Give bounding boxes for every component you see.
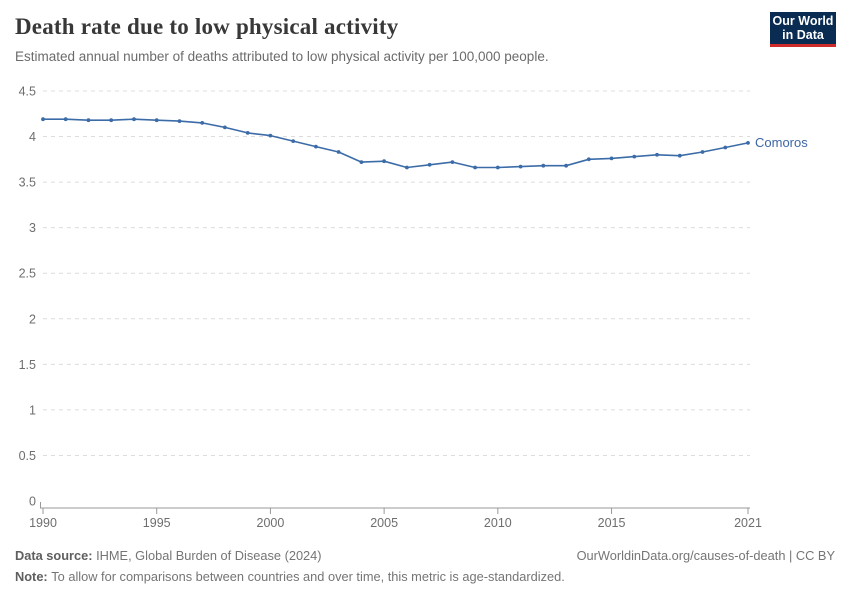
y-tick-label-3.5: 3.5 <box>19 176 36 190</box>
data-point-2012 <box>541 163 546 168</box>
data-point-2014 <box>586 157 591 162</box>
x-tick-label-2021: 2021 <box>734 516 762 530</box>
owid-logo[interactable]: Our World in Data <box>770 12 836 47</box>
data-point-1997 <box>200 121 205 125</box>
y-tick-label-4: 4 <box>29 130 36 144</box>
y-tick-label-0.5: 0.5 <box>19 449 36 463</box>
chart-footer: Data source: IHME, Global Burden of Dise… <box>15 545 835 587</box>
data-point-2003 <box>336 150 341 154</box>
data-point-1992 <box>86 118 91 123</box>
x-tick-label-1995: 1995 <box>143 516 171 530</box>
chart-canvas[interactable]: 0 0.5 1 1.5 2 2.5 3 3.5 4 4.5 1990 1995 2000 2005 2010… <box>0 85 850 540</box>
data-point-2016 <box>632 154 637 159</box>
series-line-comoros[interactable] <box>43 118 749 169</box>
data-point-2019 <box>700 150 705 154</box>
data-point-2010 <box>495 165 500 170</box>
note-line: Note: To allow for comparisons between c… <box>15 566 835 587</box>
x-tick-label-1990: 1990 <box>29 516 57 530</box>
data-point-1996 <box>177 119 182 123</box>
data-source-label: Data source: <box>15 548 97 563</box>
data-point-2018 <box>677 153 682 158</box>
data-point-2021 <box>746 141 750 145</box>
y-tick-label-1.5: 1.5 <box>19 358 36 372</box>
y-tick-label-3: 3 <box>29 221 36 235</box>
data-point-2011 <box>518 164 523 169</box>
y-tick-label-1: 1 <box>29 403 36 417</box>
owid-logo-line2: in Data <box>782 28 824 42</box>
x-tick-label-2010: 2010 <box>484 516 512 530</box>
data-point-2002 <box>314 144 318 149</box>
note-label: Note: <box>15 569 52 584</box>
line-chart[interactable]: 0 0.5 1 1.5 2 2.5 3 3.5 4 4.5 1990 1995 2000 2005 2010… <box>0 85 850 540</box>
data-point-2006 <box>405 165 409 170</box>
data-point-2007 <box>427 162 432 167</box>
data-point-2015 <box>609 156 614 161</box>
data-point-1998 <box>223 125 227 130</box>
data-point-1999 <box>245 131 250 135</box>
data-point-2008 <box>450 160 455 164</box>
page-title: Death rate due to low physical activity <box>15 14 399 39</box>
chart-header: Death rate due to low physical activity … <box>15 14 755 64</box>
data-point-2009 <box>473 165 477 170</box>
y-tick-label-2.5: 2.5 <box>19 267 36 281</box>
x-tick-label-2000: 2000 <box>257 516 285 530</box>
y-tick-label-0: 0 <box>29 495 36 509</box>
credit-link[interactable]: OurWorldinData.org/causes-of-death | CC … <box>576 548 835 563</box>
data-point-1994 <box>132 117 136 122</box>
data-point-2004 <box>359 160 364 164</box>
y-tick-label-4.5: 4.5 <box>19 85 36 99</box>
y-tick-label-2: 2 <box>29 312 36 326</box>
x-tick-label-2005: 2005 <box>370 516 398 530</box>
data-point-2001 <box>291 139 296 143</box>
chart-subtitle: Estimated annual number of deaths attrib… <box>15 49 549 64</box>
data-point-2013 <box>564 163 568 168</box>
series-label-comoros[interactable]: Comoros <box>755 135 808 150</box>
data-point-1990 <box>41 117 45 122</box>
data-point-1993 <box>109 118 114 123</box>
data-point-2017 <box>655 152 659 157</box>
data-point-2020 <box>723 145 728 150</box>
data-source-line: Data source: IHME, Global Burden of Dise… <box>15 545 322 566</box>
note-text: To allow for comparisons between countri… <box>51 569 565 584</box>
data-point-1991 <box>63 117 68 122</box>
data-point-2005 <box>382 159 386 164</box>
x-tick-label-2015: 2015 <box>598 516 626 530</box>
data-source-text: IHME, Global Burden of Disease (2024) <box>96 548 322 563</box>
data-point-2000 <box>268 133 273 138</box>
owid-logo-line1: Our World <box>772 13 834 28</box>
data-point-1995 <box>154 118 159 123</box>
